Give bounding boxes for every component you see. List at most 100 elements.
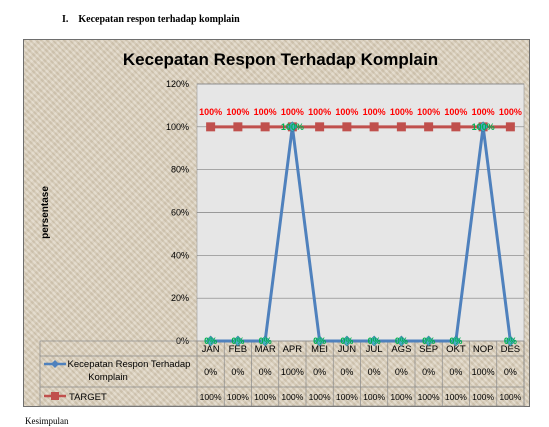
data-point-respon: [232, 335, 244, 347]
x-category-label: APR: [283, 344, 303, 355]
data-table-value-respon: 0%: [449, 367, 462, 377]
data-point-respon: [205, 335, 217, 347]
data-table-value-respon: 0%: [395, 367, 408, 377]
data-label-respon: 100%: [472, 122, 495, 132]
data-label-target: 100%: [417, 107, 440, 117]
data-point-target: [424, 122, 434, 132]
data-label-respon: 0%: [340, 336, 353, 346]
data-label-respon: 0%: [422, 336, 435, 346]
chart-title: Kecepatan Respon Terhadap Komplain: [123, 50, 438, 69]
heading-text: Kecepatan respon terhadap komplain: [78, 14, 240, 25]
data-table-value-target: 100%: [472, 392, 494, 402]
data-point-target: [369, 122, 379, 132]
legend-key-marker-respon: [51, 360, 59, 368]
data-label-respon: 0%: [368, 336, 381, 346]
legend-label-respon-line2: Komplain: [88, 372, 128, 383]
x-category-label: AGS: [391, 344, 411, 355]
data-table-value-respon: 0%: [231, 367, 244, 377]
data-table-value-target: 100%: [336, 392, 358, 402]
data-point-target: [342, 122, 352, 132]
data-table-value-target: 100%: [418, 392, 440, 402]
line-chart: Kecepatan Respon Terhadap Komplain 0% 20% 4…: [39, 50, 525, 407]
data-label-target: 100%: [254, 107, 277, 117]
data-label-respon: 0%: [313, 336, 326, 346]
data-label-respon: 0%: [259, 336, 272, 346]
data-table-value-target: 100%: [445, 392, 467, 402]
data-label-target: 100%: [281, 107, 304, 117]
data-label-target: 100%: [308, 107, 331, 117]
data-table-value-respon: 0%: [204, 367, 217, 377]
data-point-respon: [286, 121, 298, 133]
data-point-respon: [341, 335, 353, 347]
x-category-label: OKT: [446, 344, 466, 355]
x-category-label: FEB: [229, 344, 247, 355]
legend-key-marker-target: [51, 392, 59, 400]
data-table-value-target: 100%: [390, 392, 412, 402]
y-tick-label: 100%: [166, 122, 189, 132]
data-label-target: 100%: [363, 107, 386, 117]
data-table-value-respon: 0%: [340, 367, 353, 377]
y-tick-label: 20%: [171, 293, 189, 303]
y-axis-label: persentase: [40, 186, 51, 239]
y-tick-label: 40%: [171, 250, 189, 260]
legend-label-respon: Kecepatan Respon Terhadap: [68, 359, 191, 370]
data-label-target: 100%: [335, 107, 358, 117]
data-point-respon: [314, 335, 326, 347]
data-label-target: 100%: [226, 107, 249, 117]
data-label-respon: 0%: [449, 336, 462, 346]
document-heading: I. Kecepatan respon terhadap komplain: [62, 14, 240, 25]
document-footer-text: Kesimpulan: [25, 416, 69, 426]
x-category-label: NOP: [473, 344, 494, 355]
data-label-respon: 0%: [204, 336, 217, 346]
data-label-target: 100%: [499, 107, 522, 117]
y-tick-label: 60%: [171, 208, 189, 218]
data-point-target: [206, 122, 216, 132]
data-point-respon: [504, 335, 516, 347]
data-table-value-respon: 0%: [259, 367, 272, 377]
y-tick-label: 80%: [171, 165, 189, 175]
data-label-target: 100%: [472, 107, 495, 117]
data-point-respon: [395, 335, 407, 347]
data-point-respon: [450, 335, 462, 347]
data-table-value-respon: 0%: [313, 367, 326, 377]
data-point-respon: [259, 335, 271, 347]
x-category-label: JUL: [366, 344, 383, 355]
chart-area: Kecepatan Respon Terhadap Komplain 0% 20% 4…: [23, 39, 530, 407]
x-category-label: MEI: [311, 344, 328, 355]
data-point-target: [451, 122, 461, 132]
data-label-respon: 0%: [395, 336, 408, 346]
data-label-target: 100%: [444, 107, 467, 117]
data-table-value-target: 100%: [363, 392, 385, 402]
data-point-respon: [477, 121, 489, 133]
x-category-label: SEP: [419, 344, 438, 355]
data-label-respon: 100%: [281, 122, 304, 132]
data-point-respon: [368, 335, 380, 347]
data-table-value-target: 100%: [309, 392, 331, 402]
data-label-target: 100%: [390, 107, 413, 117]
x-category-label: MAR: [255, 344, 276, 355]
data-table-value-target: 100%: [281, 392, 303, 402]
data-label-respon: 0%: [504, 336, 517, 346]
data-table-value-target: 100%: [200, 392, 222, 402]
data-label-target: 100%: [199, 107, 222, 117]
legend-label-target: TARGET: [69, 392, 107, 403]
data-table-value-target: 100%: [227, 392, 249, 402]
data-table-value-respon: 0%: [422, 367, 435, 377]
data-table-value-target: 100%: [499, 392, 521, 402]
data-point-target: [233, 122, 243, 132]
y-tick-label: 120%: [166, 79, 189, 89]
heading-number: I.: [62, 14, 69, 25]
data-table-value-respon: 100%: [281, 367, 304, 377]
data-point-target: [315, 122, 325, 132]
data-table-value-respon: 0%: [504, 367, 517, 377]
x-category-label: JAN: [202, 344, 220, 355]
data-point-target: [260, 122, 270, 132]
x-category-label: JUN: [338, 344, 357, 355]
data-point-target: [505, 122, 515, 132]
data-label-respon: 0%: [231, 336, 244, 346]
data-table-value-respon: 100%: [472, 367, 495, 377]
data-point-target: [396, 122, 406, 132]
data-table-value-target: 100%: [254, 392, 276, 402]
x-category-label: DES: [501, 344, 521, 355]
data-point-respon: [423, 335, 435, 347]
